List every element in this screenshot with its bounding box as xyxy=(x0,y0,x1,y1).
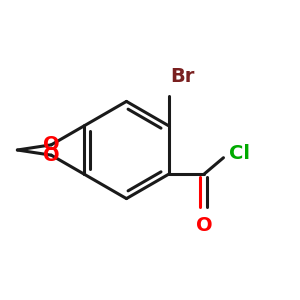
Text: O: O xyxy=(196,216,212,235)
Text: Cl: Cl xyxy=(230,144,250,164)
Text: O: O xyxy=(43,146,59,165)
Text: O: O xyxy=(43,135,59,154)
Text: Br: Br xyxy=(170,67,194,86)
